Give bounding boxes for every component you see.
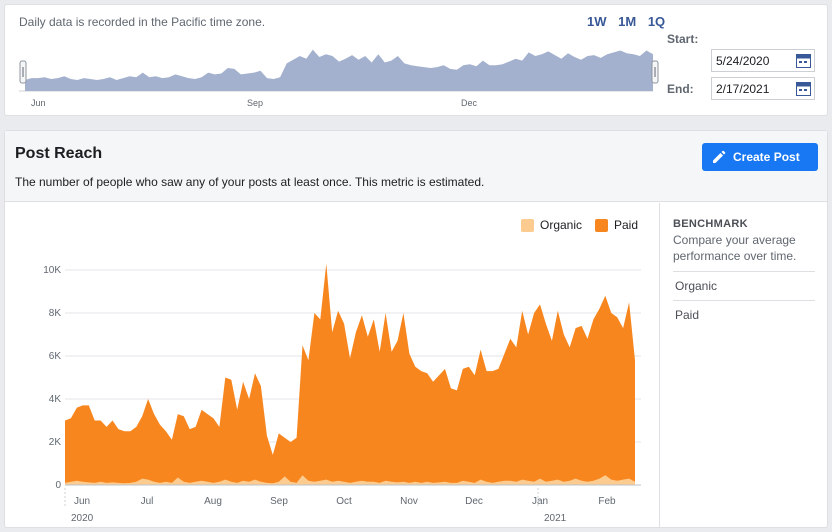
create-post-button[interactable]: Create Post xyxy=(702,143,818,171)
end-date-label: End: xyxy=(667,82,694,96)
x-tick-label: Aug xyxy=(204,496,222,507)
start-date-field[interactable]: 5/24/2020 xyxy=(711,49,815,72)
x-tick-label: Sep xyxy=(270,496,288,507)
year-label: 2020 xyxy=(71,513,94,524)
legend-paid-label: Paid xyxy=(614,218,639,232)
organic-series-area xyxy=(65,475,635,485)
navigator-left-handle[interactable] xyxy=(19,60,27,84)
y-tick-label: 10K xyxy=(43,265,61,276)
x-tick-label: Nov xyxy=(400,496,418,507)
x-tick-label: Jun xyxy=(74,496,90,507)
end-date-field[interactable]: 2/17/2021 xyxy=(711,77,815,100)
legend-organic-label: Organic xyxy=(540,218,583,232)
navigator-label-sep: Sep xyxy=(247,98,263,108)
metric-description: The number of people who saw any of your… xyxy=(15,175,485,189)
create-post-label: Create Post xyxy=(733,150,800,164)
date-range-panel: Daily data is recorded in the Pacific ti… xyxy=(4,4,828,116)
year-label: 2021 xyxy=(544,513,567,524)
benchmark-option-organic[interactable]: Organic xyxy=(673,272,815,301)
timezone-note: Daily data is recorded in the Pacific ti… xyxy=(19,15,266,29)
navigator-axis: Jun Sep Dec xyxy=(31,98,478,108)
benchmark-option-paid[interactable]: Paid xyxy=(675,308,700,322)
calendar-icon[interactable] xyxy=(796,53,811,68)
paid-series-area xyxy=(65,263,635,485)
x-tick-label: Feb xyxy=(598,496,616,507)
navigator-label-jun: Jun xyxy=(31,98,46,108)
y-axis: 0 2K 4K 6K 8K 10K xyxy=(43,265,61,491)
x-tick-label: Dec xyxy=(465,496,483,507)
legend-paid[interactable]: Paid xyxy=(595,218,638,232)
calendar-icon[interactable] xyxy=(796,81,811,96)
benchmark-title: BENCHMARK xyxy=(673,218,748,230)
range-1q-link[interactable]: 1Q xyxy=(647,14,666,29)
organic-swatch xyxy=(521,218,534,232)
y-tick-label: 4K xyxy=(49,394,62,405)
range-navigator[interactable]: Jun Sep Dec xyxy=(17,43,659,113)
start-date-value: 5/24/2020 xyxy=(716,54,770,68)
y-tick-label: 8K xyxy=(49,308,62,319)
paid-swatch xyxy=(595,218,608,232)
post-reach-panel: Post Reach The number of people who saw … xyxy=(4,130,828,528)
sidebar-divider xyxy=(659,203,660,527)
benchmark-description: Compare your average performance over ti… xyxy=(673,232,815,272)
range-links: 1W 1M 1Q xyxy=(587,14,673,29)
end-date-value: 2/17/2021 xyxy=(716,82,770,96)
legend-organic[interactable]: Organic xyxy=(521,218,582,232)
x-tick-label: Jul xyxy=(141,496,154,507)
benchmark-sidebar: BENCHMARK Compare your average performan… xyxy=(673,218,815,329)
page-title: Post Reach xyxy=(15,145,103,162)
panel-header: Post Reach The number of people who saw … xyxy=(5,131,827,202)
x-axis: Jun Jul Aug Sep Oct Nov Dec Jan Feb 2020 2021 xyxy=(64,488,616,524)
navigator-label-dec: Dec xyxy=(461,98,478,108)
reach-chart-area: Organic Paid 0 2K 4K 6K 8K 10K Jun Jul Aug Sep Oc… xyxy=(5,203,657,527)
y-tick-label: 6K xyxy=(49,351,62,362)
navigator-right-handle[interactable] xyxy=(651,60,659,84)
y-tick-label: 0 xyxy=(55,480,61,491)
x-tick-label: Oct xyxy=(336,496,352,507)
start-date-label: Start: xyxy=(667,32,699,46)
pencil-icon xyxy=(713,150,726,163)
navigator-area xyxy=(25,49,653,91)
y-tick-label: 2K xyxy=(49,437,62,448)
post-reach-chart[interactable]: 0 2K 4K 6K 8K 10K Jun Jul Aug Sep Oct Nov Dec Jan Feb… xyxy=(5,203,657,527)
range-1w-link[interactable]: 1W xyxy=(587,14,607,29)
range-1m-link[interactable]: 1M xyxy=(618,14,637,29)
x-tick-label: Jan xyxy=(532,496,548,507)
